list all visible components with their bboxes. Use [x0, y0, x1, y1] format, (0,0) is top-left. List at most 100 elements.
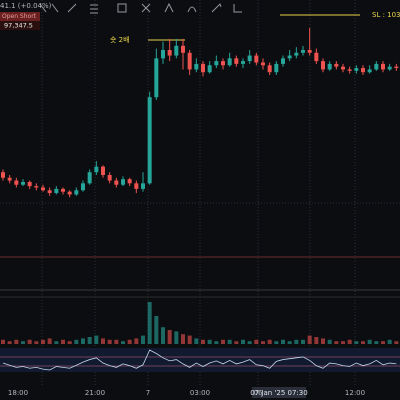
candle-body [47, 190, 52, 194]
candle-body [41, 187, 45, 191]
candle-body [267, 65, 272, 73]
candle-body [147, 97, 152, 184]
x-label: 06 [254, 389, 263, 397]
candle-body [194, 63, 199, 70]
volume-bar [274, 341, 279, 344]
candle-body [241, 61, 245, 64]
candle-body [234, 58, 239, 64]
candle-body [387, 66, 392, 70]
volume-bar [287, 341, 292, 344]
volume-bar [27, 339, 32, 344]
candle-body [54, 188, 59, 194]
price-change: 41.1 (+0.04%) [0, 2, 52, 10]
volume-bar [154, 316, 159, 344]
order-price: 97,347.5 [4, 22, 33, 30]
volume-bar [341, 341, 345, 344]
candle-body [134, 183, 139, 189]
volume-bar [267, 339, 272, 344]
candle-body [394, 66, 399, 69]
volume-bar [294, 339, 299, 344]
volume-bar [21, 341, 25, 344]
volume-bar [74, 339, 79, 344]
candle-body [214, 61, 219, 66]
volume-bar [194, 338, 199, 344]
candle-body [154, 58, 159, 98]
order-badge[interactable] [0, 12, 40, 21]
candle-body [227, 58, 232, 66]
volume-bar [34, 341, 39, 344]
volume-bar [167, 330, 172, 344]
candle-body [34, 186, 39, 188]
volume-bar [127, 339, 132, 344]
oscillator-pane [0, 348, 400, 372]
volume-bar [207, 339, 212, 344]
candle-body [361, 68, 365, 73]
x-label: 21:00 [85, 389, 105, 397]
candle-body [107, 175, 112, 181]
candle-body [181, 45, 185, 53]
volume-bar [227, 339, 232, 344]
volume-bar [54, 341, 59, 344]
volume-bar [114, 339, 119, 344]
volume-bar [1, 339, 5, 344]
volume-bar [314, 337, 319, 344]
volume-bar [101, 338, 105, 344]
grid [0, 0, 400, 385]
x-label: 03:00 [190, 389, 210, 397]
candle-body [334, 63, 339, 67]
candle-body [14, 180, 19, 185]
volume-bar [81, 338, 85, 344]
volume-bar [241, 339, 245, 344]
candle-body [314, 52, 319, 62]
volume-bar [147, 302, 152, 344]
candle-body [167, 50, 172, 56]
short-label: 숏 2배 [110, 35, 130, 44]
candle-body [367, 69, 372, 73]
volume-bar [47, 338, 52, 344]
volume-bar [247, 341, 252, 344]
toolbar[interactable] [39, 2, 242, 14]
volume-bar [107, 339, 112, 344]
volume-bar [121, 341, 125, 344]
volume-bar [61, 339, 65, 344]
candle-body [321, 61, 325, 70]
candle-body [161, 50, 165, 59]
candle-body [301, 50, 305, 53]
candle-body [287, 55, 292, 59]
candle-body [341, 66, 345, 70]
candle-body [381, 63, 385, 70]
volume-bar [221, 339, 225, 344]
volume-bar [94, 335, 99, 344]
x-label: 07 Jan '25 07:30 [250, 389, 307, 397]
volume-bar [214, 341, 219, 344]
x-label: 12:00 [345, 389, 365, 397]
volume-bar [67, 341, 72, 344]
candle-body [61, 188, 65, 192]
volume-bar [361, 341, 365, 344]
order-price-badge [0, 21, 40, 30]
volume-bar [381, 341, 385, 344]
candle-body [121, 179, 125, 185]
candle-body [94, 166, 99, 173]
volume-bar [327, 339, 332, 344]
crosshair-label-bg [252, 387, 306, 398]
x-label: 7 [146, 389, 150, 397]
volume-bar [321, 338, 325, 344]
x-label: 18:00 [8, 389, 28, 397]
volume-bar [307, 335, 312, 344]
candle-body [74, 190, 79, 195]
candle-body [81, 183, 85, 191]
volume-bar [161, 327, 165, 344]
candle-body [354, 68, 359, 71]
candle-body [274, 63, 279, 73]
volume-bar [301, 339, 305, 344]
candle-body [67, 191, 72, 195]
volume-bar [41, 339, 45, 344]
oscillator-line [2, 349, 397, 371]
candle-body [27, 181, 32, 187]
volume-bar [7, 341, 12, 344]
candle-body [347, 69, 352, 71]
candle-body [261, 62, 265, 66]
candle-body [174, 45, 179, 56]
